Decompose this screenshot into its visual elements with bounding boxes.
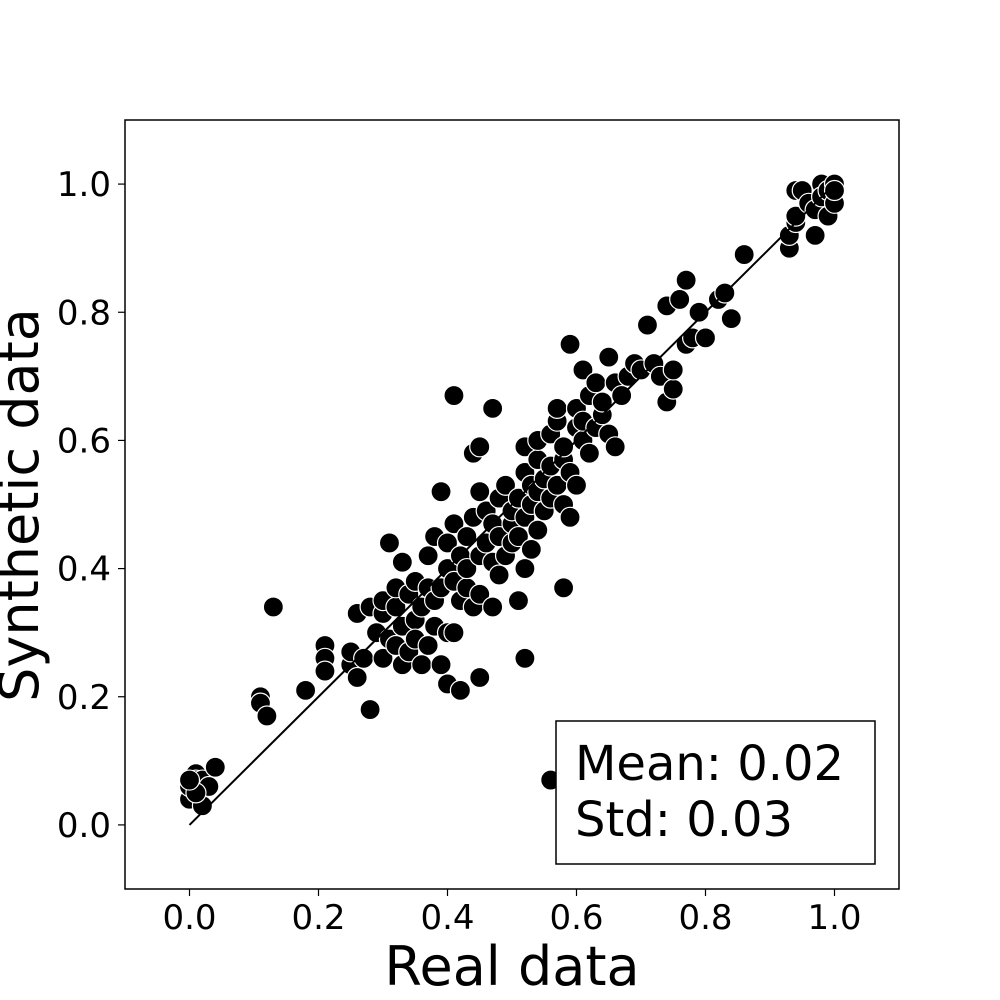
x-tick-label: 0.6	[549, 898, 603, 938]
scatter-point	[449, 679, 471, 701]
x-tick-label: 0.8	[678, 898, 732, 938]
scatter-point	[430, 654, 452, 676]
scatter-point	[456, 557, 478, 580]
x-tick-label: 0.4	[420, 898, 474, 938]
scatter-point	[430, 481, 452, 503]
scatter-point	[785, 205, 807, 227]
stats-mean: Mean: 0.02	[575, 736, 844, 792]
scatter-point	[469, 583, 491, 605]
scatter-point	[295, 679, 317, 701]
scatter-point	[662, 359, 684, 381]
scatter-point	[204, 756, 226, 778]
scatter-point	[178, 769, 201, 791]
scatter-point	[456, 525, 478, 548]
y-tick-label: 0.8	[57, 293, 111, 333]
scatter-point	[314, 660, 336, 682]
y-tick-label: 0.6	[57, 421, 111, 461]
scatter-point	[520, 538, 542, 560]
scatter-point	[804, 224, 826, 246]
scatter-point	[565, 474, 588, 496]
x-axis-ticks: 0.0 0.2 0.4 0.6 0.8 1.0	[162, 889, 862, 938]
scatter-point	[527, 519, 549, 541]
scatter-point	[823, 179, 846, 202]
scatter-point	[482, 596, 504, 618]
scatter-point	[507, 525, 530, 548]
scatter-point	[559, 333, 581, 355]
scatter-point	[585, 372, 607, 394]
y-tick-label: 0.4	[57, 550, 111, 590]
scatter-point	[469, 666, 491, 689]
scatter-point	[488, 564, 510, 586]
scatter-point	[372, 647, 394, 669]
plot-frame	[124, 119, 900, 890]
scatter-point	[720, 308, 742, 330]
scatter-point	[514, 557, 536, 580]
scatter-point	[443, 513, 465, 535]
identity-reference-line	[188, 183, 836, 826]
scatter-point	[591, 391, 613, 413]
scatter-point	[688, 301, 710, 323]
scatter-point	[411, 654, 433, 676]
scatter-point	[546, 397, 568, 419]
scatter-point	[578, 442, 601, 464]
scatter-point	[514, 647, 536, 669]
stats-std: Std: 0.03	[575, 792, 793, 848]
scatter-point	[552, 436, 575, 458]
scatter-point	[443, 384, 465, 407]
x-axis-label: Real data	[384, 935, 639, 998]
y-axis-label: Synthetic data	[0, 308, 51, 702]
scatter-point	[417, 634, 439, 657]
scatter-point	[636, 314, 659, 336]
scatter-point	[604, 436, 626, 458]
x-tick-label: 0.0	[162, 898, 216, 938]
scatter-point	[733, 243, 755, 266]
stats-box: Mean: 0.02 Std: 0.03	[555, 720, 876, 865]
scatter-point	[436, 532, 459, 554]
x-tick-label: 0.2	[291, 898, 345, 938]
scatter-point	[469, 436, 491, 458]
scatter-point	[378, 532, 401, 554]
scatter-point	[552, 577, 575, 599]
scatter-point	[662, 378, 684, 400]
scatter-point	[469, 481, 491, 503]
scatter-point	[417, 545, 439, 567]
scatter-point	[262, 596, 284, 618]
stats-box-frame	[555, 720, 876, 865]
y-axis-ticks: 0.0 0.2 0.4 0.6 0.8 1.0	[57, 165, 125, 846]
scatter-point	[598, 346, 620, 368]
scatter-point	[482, 397, 504, 419]
scatter-point	[256, 705, 278, 727]
scatter-point	[494, 474, 517, 496]
scatter-point	[669, 288, 691, 311]
scatter-point	[675, 269, 697, 291]
scatter-point	[443, 622, 465, 644]
scatter-point	[507, 590, 530, 612]
points-layer	[178, 173, 846, 817]
scatter-point	[559, 506, 581, 528]
scatter-point	[391, 551, 413, 573]
y-tick-label: 0.2	[57, 678, 111, 718]
scatter-point	[346, 666, 368, 689]
y-tick-label: 1.0	[57, 165, 111, 205]
scatter-point	[694, 327, 717, 349]
scatter-point	[572, 359, 594, 381]
scatter-point	[359, 698, 381, 721]
y-tick-label: 0.0	[57, 806, 111, 846]
x-tick-label: 1.0	[807, 898, 861, 938]
